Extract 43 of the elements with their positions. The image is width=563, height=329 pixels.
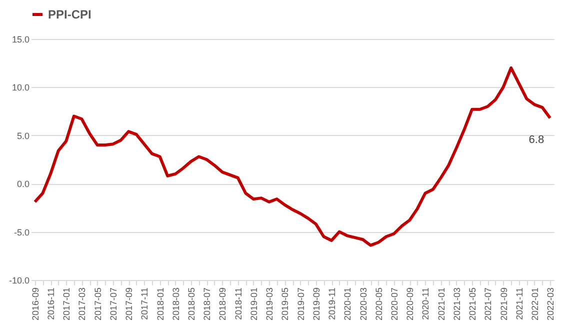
x-tick-label: 2021-07 (483, 288, 494, 321)
x-tick-label: 2016-11 (46, 288, 56, 320)
x-tick-label: 2021-01 (436, 288, 446, 321)
legend-label: PPI-CPI (48, 8, 92, 22)
x-tick-label: 2018-07 (202, 288, 212, 321)
x-tick-label: 2017-09 (124, 288, 134, 321)
line-series (33, 66, 552, 247)
x-tick-label: 2017-05 (92, 288, 103, 321)
x-tick-label: 2017-07 (108, 288, 118, 321)
y-tick-label: -5.0 (14, 227, 30, 238)
x-tick-label: 2016-09 (30, 288, 40, 321)
x-tick-label: 2018-01 (155, 288, 166, 321)
x-tick-label: 2020-07 (389, 288, 400, 321)
x-tick-label: 2021-11 (514, 288, 524, 320)
y-tick-label: 5.0 (16, 130, 30, 141)
y-tick-label: 0.0 (16, 179, 30, 190)
x-tick-label: 2021-03 (452, 288, 462, 321)
x-tick-label: 2019-05 (280, 288, 290, 321)
x-tick-label: 2019-07 (296, 288, 306, 321)
x-tick-label: 2020-03 (358, 288, 368, 321)
x-tick-label: 2017-03 (77, 288, 88, 321)
x-tick-label: 2022-03 (546, 288, 556, 321)
x-tick-label: 2019-11 (327, 288, 338, 320)
x-tick-label: 2018-11 (233, 288, 244, 320)
x-tick-label: 2017-01 (62, 288, 72, 321)
x-tick-label: 2019-03 (264, 288, 275, 321)
x-tick-label: 2019-09 (311, 288, 322, 321)
x-tick-label: 2020-05 (374, 288, 384, 321)
x-tick-label: 2017-11 (140, 288, 150, 320)
y-tick-label: -10.0 (8, 276, 30, 286)
x-tick-label: 2019-01 (248, 288, 259, 321)
x-tick-label: 2020-01 (342, 288, 353, 321)
data-label: 6.8 (528, 134, 544, 146)
x-tick-label: 2021-09 (498, 288, 509, 321)
x-tick-label: 2020-09 (405, 288, 416, 321)
y-tick-label: 15.0 (12, 34, 30, 44)
x-tick-label: 2018-03 (170, 288, 181, 321)
y-tick-label: 10.0 (12, 82, 30, 93)
x-tick-label: 2022-01 (530, 288, 540, 321)
x-tick-label: 2018-05 (186, 288, 197, 321)
x-tick-label: 2020-11 (420, 288, 431, 320)
x-tick-label: 2021-05 (468, 288, 478, 321)
x-tick-label: 2018-09 (218, 288, 228, 321)
